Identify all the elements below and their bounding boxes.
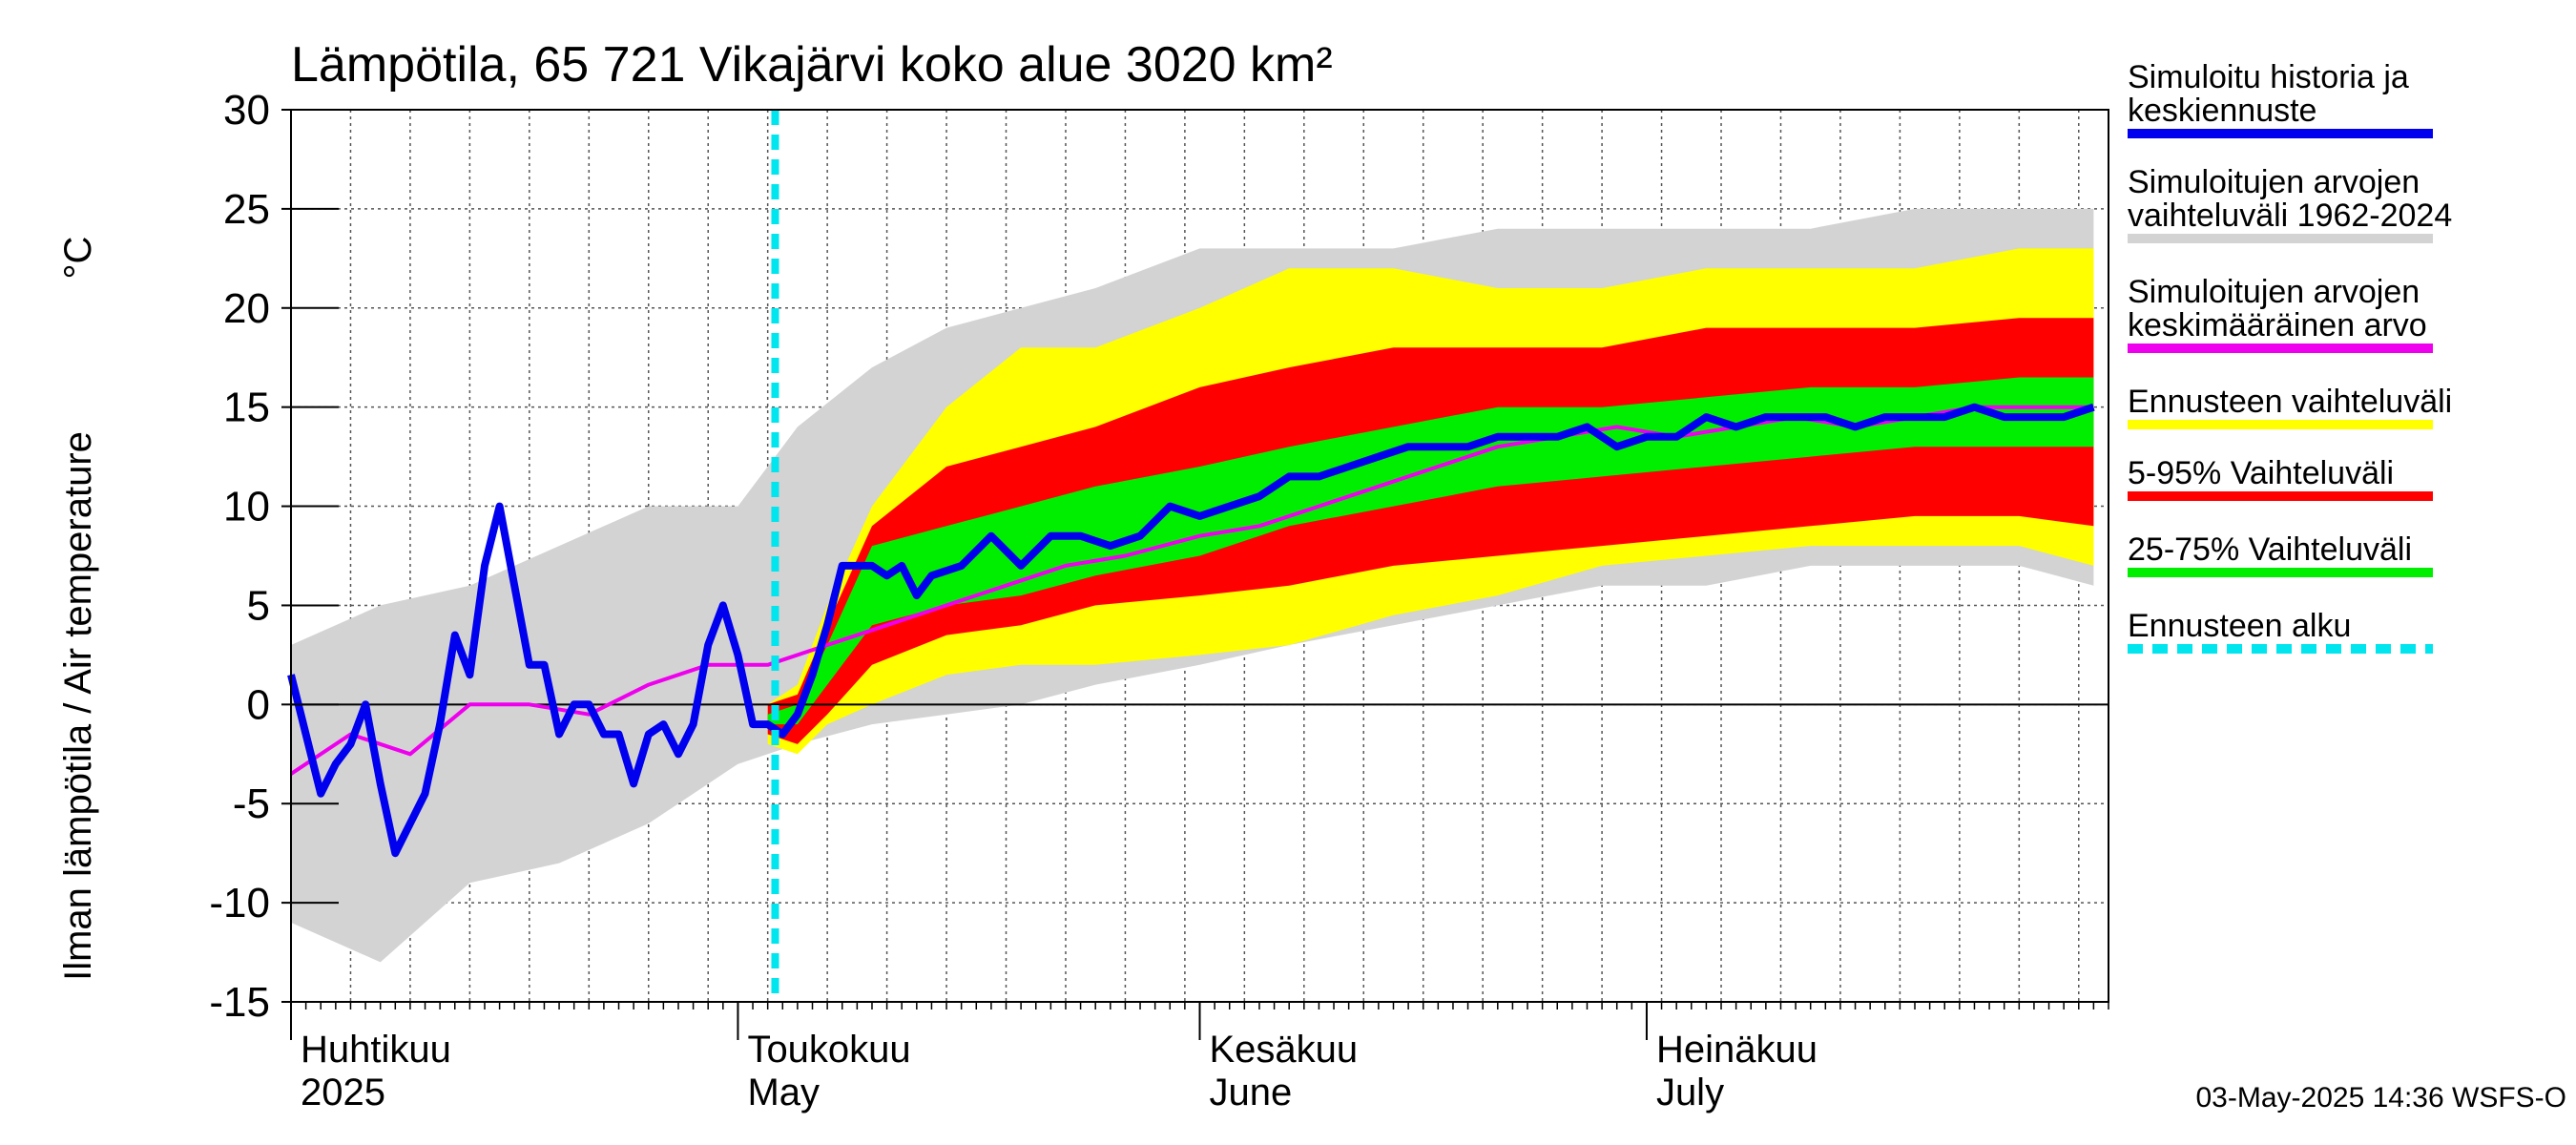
legend: Simuloitu historia ja keskiennusteSimuloi…: [2128, 59, 2452, 654]
legend-item: Ennusteen vaihteluväli: [2128, 384, 2452, 429]
month-sublabel: July: [1656, 1072, 1724, 1114]
legend-label-line: keskiennuste: [2128, 93, 2316, 129]
legend-label-line: keskimääräinen arvo: [2128, 307, 2427, 344]
month-sublabel: June: [1210, 1072, 1293, 1114]
legend-item: Simuloitu historia ja keskiennuste: [2128, 59, 2433, 138]
legend-item: 25-75% Vaihteluväli: [2128, 531, 2433, 577]
legend-label-line: 5-95% Vaihteluväli: [2128, 455, 2394, 491]
y-tick-label: -5: [233, 781, 270, 827]
chart-title: Lämpötila, 65 721 Vikajärvi koko alue 30…: [291, 37, 1333, 93]
legend-label: Ennusteen alku: [2128, 608, 2351, 644]
legend-item: Simuloitujen arvojen vaihteluväli 1962-20…: [2128, 164, 2452, 243]
y-tick-label: 25: [223, 186, 270, 233]
y-tick-label: 5: [247, 582, 270, 629]
y-tick-label: 10: [223, 484, 270, 531]
legend-item: 5-95% Vaihteluväli: [2128, 455, 2433, 501]
y-axis-label: Ilman lämpötila / Air temperature: [57, 431, 99, 981]
legend-label: Simuloitu historia ja keskiennuste: [2128, 59, 2409, 129]
history-forecast-line: [287, 403, 2095, 858]
legend-label-line: Simuloitujen arvojen: [2128, 274, 2420, 310]
y-axis-label-group: Ilman lämpötila / Air temperature °C: [57, 237, 99, 981]
y-tick-label: 30: [223, 87, 270, 134]
legend-label: Simuloitujen arvojen keskimääräinen arvo: [2128, 274, 2427, 344]
legend-label-line: vaihteluväli 1962-2024: [2128, 198, 2452, 234]
legend-label-line: Simuloitujen arvojen: [2128, 164, 2420, 200]
plot-area: -15-10-5051015202530Huhtikuu2025Toukokuu…: [209, 87, 2109, 1114]
legend-label-line: 25-75% Vaihteluväli: [2128, 531, 2412, 568]
y-tick-label: -10: [209, 880, 270, 926]
month-label: Huhtikuu: [301, 1029, 451, 1071]
month-sublabel: May: [747, 1072, 820, 1114]
y-tick-label: 15: [223, 385, 270, 431]
legend-label-line: Ennusteen alku: [2128, 608, 2351, 644]
footer-timestamp: 03-May-2025 14:36 WSFS-O: [2196, 1082, 2567, 1114]
month-label: Heinäkuu: [1656, 1029, 1818, 1071]
legend-label: Ennusteen vaihteluväli: [2128, 384, 2452, 420]
legend-item: Simuloitujen arvojen keskimääräinen arvo: [2128, 274, 2433, 353]
legend-item: Ennusteen alku: [2128, 608, 2433, 654]
month-label: Toukokuu: [747, 1029, 910, 1071]
legend-label: 25-75% Vaihteluväli: [2128, 531, 2412, 568]
y-tick-label: 20: [223, 285, 270, 332]
legend-label-line: Simuloitu historia ja: [2128, 59, 2409, 95]
y-axis: -15 -10 -5 0 5 10 15 20 25 30: [209, 87, 339, 1026]
y-axis-unit: °C: [57, 237, 99, 280]
legend-label-line: Ennusteen vaihteluväli: [2128, 384, 2452, 420]
month-label: Kesäkuu: [1210, 1029, 1359, 1071]
y-tick-label: 0: [247, 681, 270, 728]
legend-label: 5-95% Vaihteluväli: [2128, 455, 2394, 491]
legend-label: Simuloitujen arvojen vaihteluväli 1962-20…: [2128, 164, 2452, 234]
month-sublabel: 2025: [301, 1072, 385, 1114]
y-tick-label: -15: [209, 979, 270, 1026]
